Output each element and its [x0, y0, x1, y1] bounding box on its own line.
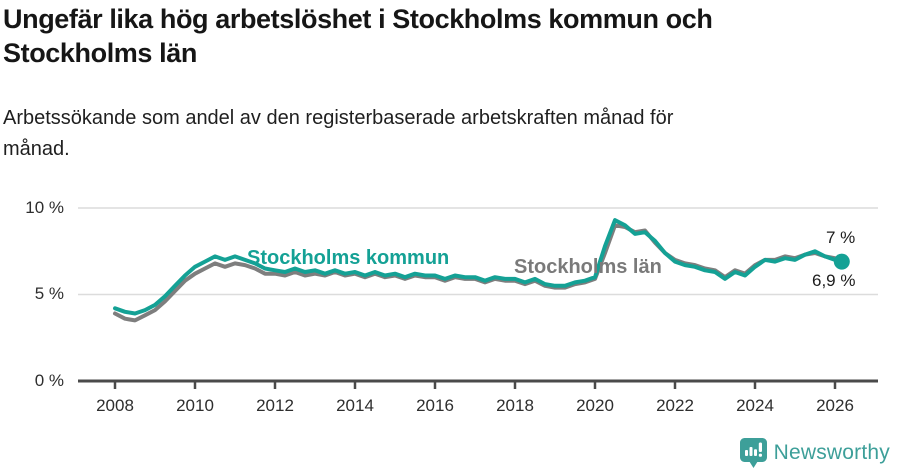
- newsworthy-logo[interactable]: Newsworthy: [739, 438, 890, 468]
- x-ticks: [113, 381, 837, 389]
- series-label-stockholms-lan: Stockholms län: [514, 256, 662, 278]
- y-axis-tick-label-0: 0 %: [34, 371, 64, 390]
- newsworthy-wordmark: Newsworthy: [773, 441, 890, 464]
- exclamation-glyph: [758, 442, 762, 457]
- page-title: Ungefär lika hög arbetslöshet i Stockhol…: [3, 2, 713, 70]
- series-label-stockholms-kommun: Stockholms kommun: [247, 247, 450, 269]
- x-tick-label: 2010: [176, 396, 214, 415]
- x-tick-label: 2022: [656, 396, 694, 415]
- x-tick-label: 2024: [736, 396, 774, 415]
- x-tick-label: 2020: [576, 396, 614, 415]
- title-line-1: Ungefär lika hög arbetslöshet i Stockhol…: [3, 4, 713, 34]
- subtitle-line-2: månad.: [3, 138, 70, 160]
- x-tick-label: 2026: [816, 396, 854, 415]
- series-end-dot: [833, 253, 850, 270]
- x-tick-label: 2018: [496, 396, 534, 415]
- line-chart: 2008 2010 2012 2014 2016 2018 2020 2022 2024 2026: [78, 207, 878, 415]
- chart-subtitle: Arbetssökande som andel av den registerb…: [3, 103, 673, 165]
- kommun-line: [113, 218, 844, 316]
- end-value-label-kommun: 6,9 %: [812, 271, 856, 290]
- subtitle-line-1: Arbetssökande som andel av den registerb…: [3, 107, 674, 129]
- newsworthy-icon: [739, 438, 767, 468]
- bar-chart-glyph: [744, 447, 757, 456]
- x-tick-label: 2012: [256, 396, 294, 415]
- end-value-label-lan: 7 %: [826, 228, 856, 247]
- x-tick-label: 2016: [416, 396, 454, 415]
- x-tick-labels: 2008 2010 2012 2014 2016 2018 2020 2022 2024 2026: [96, 396, 854, 415]
- speech-bubble-shape: [739, 438, 767, 468]
- title-line-2: Stockholms län: [3, 38, 197, 68]
- x-tick-label: 2008: [96, 396, 134, 415]
- y-axis-tick-label-10: 10 %: [25, 198, 64, 217]
- x-tick-label: 2014: [336, 396, 374, 415]
- y-axis-tick-label-5: 5 %: [34, 284, 64, 303]
